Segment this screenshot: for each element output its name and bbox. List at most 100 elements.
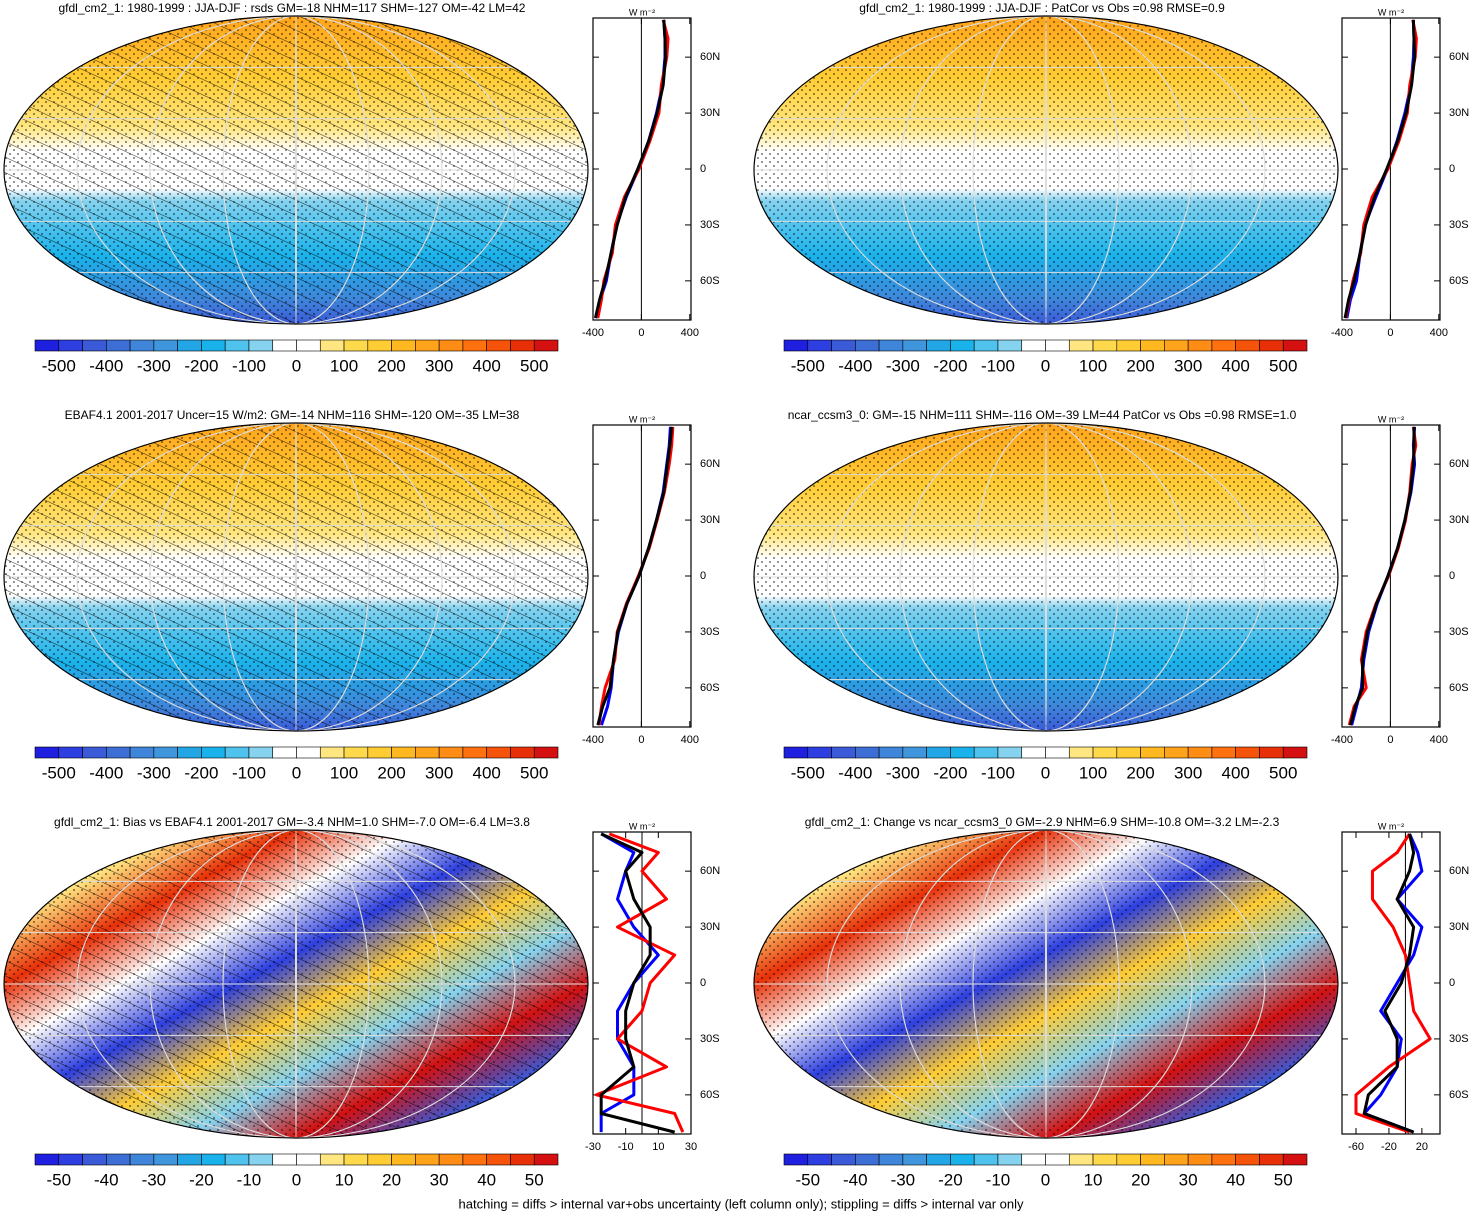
colorbar-label: 400 <box>1221 763 1249 782</box>
x-tick-label: 0 <box>638 327 644 339</box>
colorbar-box <box>415 1153 440 1166</box>
colorbar-box <box>510 1153 535 1166</box>
footer: hatching = diffs > internal var+obs unce… <box>459 1196 1024 1211</box>
profile-frame <box>1341 831 1441 1135</box>
colorbar-box <box>367 339 392 352</box>
colorbar-box <box>973 746 999 759</box>
colorbar-box <box>1164 746 1189 759</box>
colorbar-box <box>201 339 226 352</box>
colorbar-label: 300 <box>425 356 453 375</box>
colorbar-label: 200 <box>377 356 405 375</box>
colorbar-box <box>177 746 202 759</box>
x-tick-label: 10 <box>652 1141 664 1153</box>
colorbar-box <box>1116 339 1141 352</box>
colorbar-box <box>153 339 178 352</box>
graticule <box>76 830 516 1138</box>
graticule <box>899 830 1193 1138</box>
colorbar-box <box>129 339 155 352</box>
colorbar-label: -300 <box>886 356 920 375</box>
colorbar-box <box>34 339 60 352</box>
x-tick-label: -10 <box>618 1141 634 1153</box>
colorbar-box <box>415 339 440 352</box>
map <box>753 15 1339 325</box>
colorbar-label: -40 <box>843 1170 868 1189</box>
colorbar-box <box>177 339 202 352</box>
colorbar-box <box>1282 339 1308 352</box>
colorbar-box <box>1045 339 1070 352</box>
y-tick-label: 0 <box>1449 570 1455 582</box>
colorbar-label: -400 <box>89 356 123 375</box>
y-tick-label: 30S <box>700 1033 720 1045</box>
colorbar-box <box>224 1153 250 1166</box>
colorbar-box <box>1140 1153 1165 1166</box>
colorbar-label: 0 <box>1041 356 1050 375</box>
colorbar-box <box>855 1153 880 1166</box>
colorbar-label: 200 <box>1126 763 1154 782</box>
colorbar-box <box>1021 746 1046 759</box>
colorbar-box <box>878 339 904 352</box>
colorbar-label: 100 <box>330 356 358 375</box>
colorbar-label: 0 <box>292 356 301 375</box>
graticule <box>295 16 297 324</box>
colorbar-label: -500 <box>42 356 76 375</box>
colorbar-box <box>438 1153 464 1166</box>
graticule <box>295 423 297 731</box>
colorbar-box <box>343 339 369 352</box>
unit-label: W m⁻² <box>629 821 655 831</box>
colorbar-label: 100 <box>1079 356 1107 375</box>
colorbar-box <box>831 339 856 352</box>
colorbar-label: 200 <box>1126 356 1154 375</box>
map <box>3 422 589 732</box>
graticule <box>149 16 443 324</box>
colorbar-box <box>855 746 880 759</box>
colorbar-box <box>831 1153 856 1166</box>
colorbar-box <box>878 1153 904 1166</box>
unit-label: W m⁻² <box>629 7 655 17</box>
graticule <box>826 423 1266 731</box>
colorbar-box <box>1235 746 1260 759</box>
graticule <box>1045 16 1047 324</box>
colorbar-box <box>438 339 464 352</box>
colorbar-box <box>367 1153 392 1166</box>
colorbar-box <box>1045 1153 1070 1166</box>
colorbar-box <box>296 746 321 759</box>
colorbar-label: -200 <box>184 763 218 782</box>
colorbar-label: 50 <box>525 1170 544 1189</box>
unit-label: W m⁻² <box>1378 821 1404 831</box>
y-tick-label: 30S <box>700 626 720 638</box>
y-tick-label: 60S <box>1449 682 1469 694</box>
colorbar-box <box>391 746 416 759</box>
colorbar-box <box>1140 746 1165 759</box>
y-tick-label: 30S <box>1449 626 1469 638</box>
colorbar-label: -10 <box>986 1170 1011 1189</box>
profile-line <box>1362 833 1424 1134</box>
colorbar-box <box>1235 1153 1260 1166</box>
map-title: gfdl_cm2_1: Change vs ncar_ccsm3_0 GM=-2… <box>805 815 1280 829</box>
profile-frame <box>1341 424 1441 728</box>
colorbar-box <box>1068 746 1094 759</box>
colorbar-label: -400 <box>838 763 872 782</box>
colorbar-box <box>391 339 416 352</box>
y-tick-label: 60N <box>1449 51 1469 63</box>
colorbar-label: 500 <box>520 763 548 782</box>
profile-line <box>594 832 685 1133</box>
colorbar-box <box>1021 339 1046 352</box>
colorbar-box <box>926 339 951 352</box>
colorbar-box <box>902 339 927 352</box>
colorbar-label: -400 <box>838 356 872 375</box>
graticule <box>149 830 443 1138</box>
map-border <box>3 422 589 732</box>
profile-line <box>593 19 668 319</box>
colorbar-label: 10 <box>335 1170 354 1189</box>
colorbar-box <box>783 746 809 759</box>
colorbar-box <box>224 746 250 759</box>
colorbar-box <box>34 1153 60 1166</box>
x-tick-label: -60 <box>1348 1141 1364 1153</box>
profile-frame <box>592 831 692 1135</box>
colorbar-box <box>807 1153 832 1166</box>
colorbar-box <box>106 746 131 759</box>
profile-line <box>596 426 674 726</box>
colorbar-box <box>807 746 832 759</box>
colorbar-label: -10 <box>237 1170 262 1189</box>
colorbar-label: -50 <box>795 1170 820 1189</box>
